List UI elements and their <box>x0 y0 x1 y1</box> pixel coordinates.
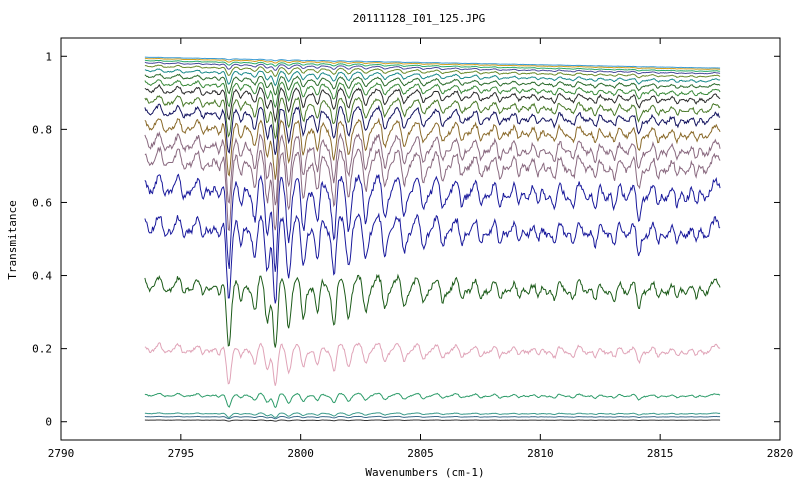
x-tick-label: 2800 <box>287 447 314 460</box>
spectrum-series-line <box>144 64 721 79</box>
spectrum-series-line <box>144 145 721 232</box>
spectrum-series-line <box>144 419 721 422</box>
y-tick-label: 0.6 <box>32 196 52 209</box>
series-layer <box>144 56 721 422</box>
x-tick-label: 2820 <box>767 447 794 460</box>
x-axis-label: Wavenumbers (cm-1) <box>365 466 484 479</box>
x-tick-label: 2805 <box>407 447 434 460</box>
y-tick-label: 0.4 <box>32 270 52 283</box>
x-tick-label: 2810 <box>527 447 554 460</box>
y-tick-label: 0 <box>45 416 52 429</box>
spectrum-series-line <box>144 94 721 140</box>
spectrum-series-line <box>144 212 721 304</box>
x-tick-label: 2815 <box>647 447 674 460</box>
y-tick-label: 0.2 <box>32 343 52 356</box>
x-tick-label: 2795 <box>168 447 195 460</box>
y-tick-label: 1 <box>45 50 52 63</box>
spectrum-series-line <box>144 59 721 72</box>
spectrum-series-line <box>144 117 721 180</box>
spectrum-series-line <box>144 103 721 155</box>
spectrum-series-line <box>144 415 721 420</box>
y-axis: 0 0.2 0.4 0.6 0.8 1 <box>32 50 780 429</box>
spectrum-series-line <box>144 273 721 348</box>
spectrum-series-line <box>144 61 721 75</box>
spectrum-series-line <box>144 173 721 272</box>
spectrum-series-line <box>144 83 721 124</box>
spectrum-series-line <box>144 68 721 87</box>
spectrum-series-line <box>144 412 721 419</box>
y-tick-label: 0.8 <box>32 123 52 136</box>
spectrum-series-line <box>144 131 721 206</box>
y-axis-label: Transmitance <box>6 200 19 279</box>
spectrum-series-line <box>144 73 721 96</box>
x-tick-label: 2790 <box>48 447 75 460</box>
x-axis: 2790 2795 2800 2805 2810 2815 2820 <box>48 38 794 460</box>
plot-frame <box>60 37 781 441</box>
spectrum-series-line <box>144 79 721 109</box>
spectrum-series-line <box>144 342 721 386</box>
spectrum-series-line <box>144 57 721 70</box>
chart-title: 20111128_I01_125.JPG <box>353 12 485 25</box>
spectrum-series-line <box>144 56 721 69</box>
spectrum-series-line <box>144 392 721 409</box>
